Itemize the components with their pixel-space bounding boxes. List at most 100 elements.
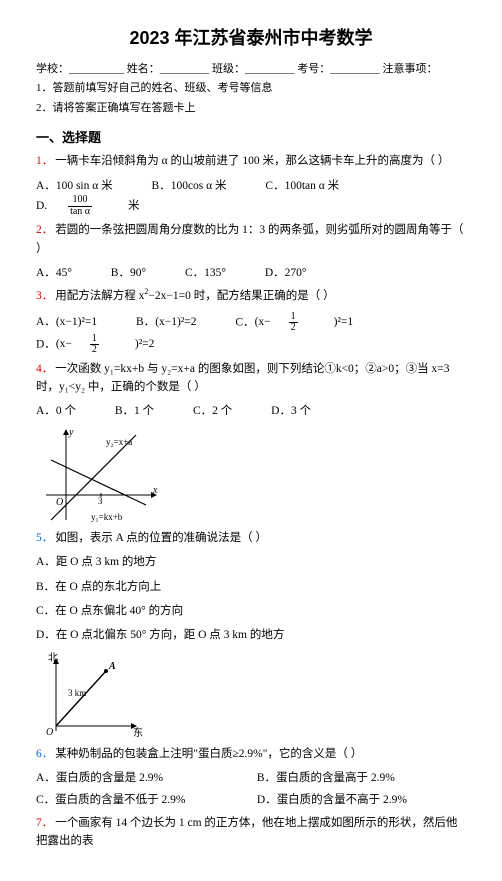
q6-opt-c: C．蛋白质的含量不低于 2.9%	[36, 791, 236, 809]
q1-opt-d-suffix: 米	[128, 197, 140, 215]
opt-text: 135°	[204, 264, 226, 282]
q1-options: A．100 sin α 米 B．100cos α 米 C．100tan α 米 …	[36, 177, 466, 217]
q3-opt-d: D．(x−12)²=2	[36, 334, 172, 356]
q4-text: 一次函数 y₁=kx+b 与 y₂=x+a 的图象如图，则下列结论①k<0；②a…	[36, 363, 450, 393]
q4-opt-c: C．2 个	[193, 402, 250, 420]
field-name: 姓名：_________	[127, 61, 210, 79]
opt-text: 在 O 点北偏东 50° 方向，距 O 点 3 km 的地方	[56, 629, 285, 641]
header-fields: 学校：__________ 姓名：_________ 班级：_________ …	[36, 61, 466, 79]
qnum-7: 7．	[36, 817, 53, 829]
q3-opt-c: C．(x−12)²=1	[235, 312, 371, 334]
opt-post: )²=2	[135, 335, 155, 353]
q1-opt-b: B．100cos α 米	[152, 177, 245, 195]
q5-opt-b: B．在 O 点的东北方向上	[36, 578, 466, 596]
q5-graph: 北 东 O A 3 km	[36, 651, 146, 741]
opt-text: (x−1)²=1	[56, 313, 97, 331]
opt-text: 2 个	[212, 402, 232, 420]
field-school: 学校：__________	[36, 61, 124, 79]
q6-options-row1: A．蛋白质的含量是 2.9% B．蛋白质的含量高于 2.9%	[36, 769, 466, 787]
frac-icon: 12	[289, 312, 316, 334]
opt-text: 90°	[130, 264, 146, 282]
q4-opt-b: B．1 个	[115, 402, 172, 420]
x-axis-label: x	[152, 485, 158, 496]
question-1: 1．一辆卡车沿倾斜角为 α 的山坡前进了 100 米，那么这辆卡车上升的高度为（…	[36, 152, 466, 170]
q4-options: A．0 个 B．1 个 C．2 个 D．3 个	[36, 402, 466, 420]
q1-opt-a-text: 100 sin α 米	[56, 177, 113, 195]
point-a-label: A	[108, 661, 116, 672]
opt-text: 270°	[285, 264, 307, 282]
q1-opt-b-text: 100cos α 米	[171, 177, 227, 195]
qnum-6: 6．	[36, 748, 53, 760]
q5-opt-d: D．在 O 点北偏东 50° 方向，距 O 点 3 km 的地方	[36, 626, 466, 644]
opt-text: 1 个	[134, 402, 154, 420]
qnum-4: 4．	[36, 363, 53, 375]
q4-opt-a: A．0 个	[36, 402, 94, 420]
q1-opt-d-frac: 100 tan α	[68, 195, 110, 217]
question-4: 4．一次函数 y₁=kx+b 与 y₂=x+a 的图象如图，则下列结论①k<0；…	[36, 360, 466, 397]
field-notice: 注意事项：	[383, 61, 438, 79]
q4-opt-d: D．3 个	[271, 402, 329, 420]
question-5: 5．如图，表示 A 点的位置的准确说法是（ ）	[36, 529, 466, 547]
frac-num: 100	[68, 195, 92, 207]
q3-opt-b: B．(x−1)²=2	[136, 313, 215, 331]
q2-options: A．45° B．90° C．135° D．270°	[36, 264, 466, 282]
q6-opt-a: A．蛋白质的含量是 2.9%	[36, 769, 236, 787]
question-2: 2．若圆的一条弦把圆周角分度数的比为 1：3 的两条弧，则劣弧所对的圆周角等于（…	[36, 221, 466, 258]
q3-text-mid: −2x−1=0 时，配方结果正确的是（ ）	[148, 290, 334, 302]
q2-opt-a: A．45°	[36, 264, 90, 282]
q5-opt-a: A．距 O 点 3 km 的地方	[36, 553, 466, 571]
dist-label: 3 km	[68, 688, 86, 698]
qnum-2: 2．	[36, 224, 53, 236]
opt-text: 在 O 点东偏北 40° 的方向	[55, 605, 183, 617]
q1-opt-c: C．100tan α 米	[265, 177, 357, 195]
opt-text: 蛋白质的含量不高于 2.9%	[277, 791, 407, 809]
frac-den: 2	[90, 345, 99, 356]
opt-pre: (x−	[255, 313, 271, 331]
q5-text: 如图，表示 A 点的位置的准确说法是（ ）	[55, 532, 267, 544]
question-6: 6．某种奶制品的包装盒上注明"蛋白质≥2.9%"，它的含义是（ ）	[36, 745, 466, 763]
q5-opt-c: C．在 O 点东偏北 40° 的方向	[36, 602, 466, 620]
tick-3: 3	[98, 496, 103, 506]
q2-opt-d: D．270°	[265, 264, 325, 282]
q2-opt-b: B．90°	[111, 264, 164, 282]
qnum-1: 1．	[36, 155, 53, 167]
q6-text: 某种奶制品的包装盒上注明"蛋白质≥2.9%"，它的含义是（ ）	[55, 748, 362, 760]
q2-opt-c: C．135°	[185, 264, 244, 282]
q4-graph: y x O 3 y₂=x+a y₁=kx+b	[36, 425, 166, 525]
east-label: 东	[133, 726, 143, 739]
opt-text: 3 个	[291, 402, 311, 420]
page-title: 2023 年江苏省泰州市中考数学	[36, 24, 466, 53]
north-label: 北	[48, 652, 58, 664]
field-exam-no: 考号：_________	[297, 61, 380, 79]
q2-text: 若圆的一条弦把圆周角分度数的比为 1：3 的两条弧，则劣弧所对的圆周角等于（ ）	[36, 224, 464, 254]
opt-text: 蛋白质的含量高于 2.9%	[276, 769, 395, 787]
opt-pre: (x−	[56, 335, 72, 353]
qnum-3: 3．	[36, 290, 53, 302]
q6-opt-d: D．蛋白质的含量不高于 2.9%	[257, 791, 425, 809]
q3-text-pre: 用配方法解方程 x	[55, 290, 144, 302]
question-7: 7．一个画家有 14 个边长为 1 cm 的正方体，他在地上摆成如图所示的形状，…	[36, 814, 466, 851]
q1-opt-a: A．100 sin α 米	[36, 177, 131, 195]
q1-opt-d: D. 100 tan α 米	[36, 195, 158, 217]
q3-options: A．(x−1)²=1 B．(x−1)²=2 C．(x−12)²=1 D．(x−1…	[36, 312, 466, 356]
field-class: 班级：_________	[212, 61, 295, 79]
qnum-5: 5．	[36, 532, 53, 544]
section-choice-header: 一、选择题	[36, 128, 466, 149]
origin-label: O	[46, 727, 53, 738]
note-1: 1．答题前填写好自己的姓名、班级、考号等信息	[36, 80, 466, 98]
opt-post: )²=1	[334, 313, 354, 331]
opt-text: 45°	[56, 264, 72, 282]
q1-opt-c-text: 100tan α 米	[285, 177, 340, 195]
opt-text: 在 O 点的东北方向上	[55, 581, 161, 593]
origin-label: O	[56, 497, 63, 508]
q6-options-row2: C．蛋白质的含量不低于 2.9% D．蛋白质的含量不高于 2.9%	[36, 791, 466, 809]
frac-icon: 12	[90, 334, 117, 356]
y1-label: y₁=kx+b	[91, 512, 123, 522]
opt-text: 蛋白质的含量是 2.9%	[56, 769, 163, 787]
q6-opt-b: B．蛋白质的含量高于 2.9%	[257, 769, 413, 787]
opt-text: 距 O 点 3 km 的地方	[56, 556, 157, 568]
opt-text: 蛋白质的含量不低于 2.9%	[55, 791, 185, 809]
frac-den: tan α	[68, 207, 92, 218]
y2-label: y₂=x+a	[106, 437, 132, 447]
note-2: 2．请将答案正确填写在答题卡上	[36, 100, 466, 118]
